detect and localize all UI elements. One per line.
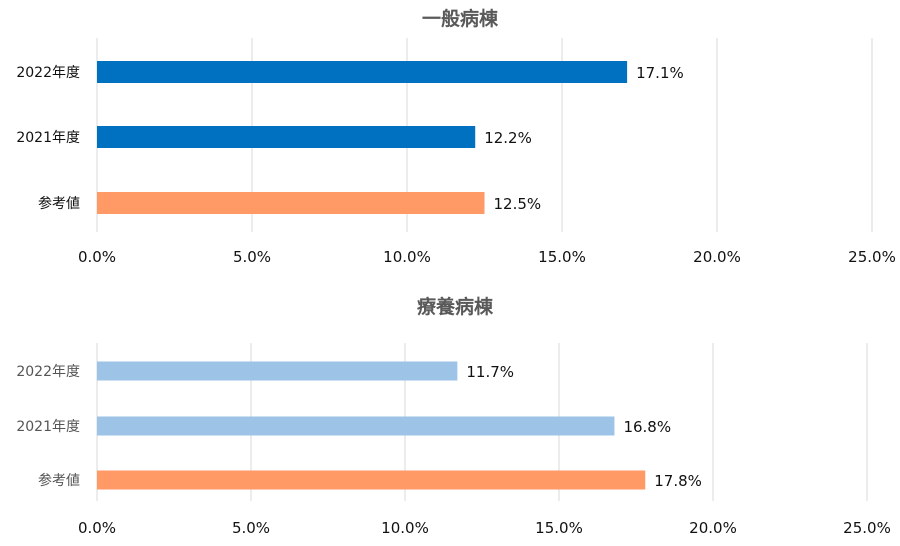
data-label: 12.5%: [494, 195, 542, 213]
bar: [97, 361, 458, 381]
bar: [97, 126, 476, 148]
bar: [97, 470, 646, 490]
bar: [97, 416, 615, 436]
data-label: 12.2%: [484, 129, 532, 147]
chart-long-term-care-ward: 療養病棟 0.0% 5.0% 10.0% 15.0% 20.0% 25.0% 2022年度 1…: [16, 295, 891, 537]
chart-general-ward: 一般病棟 0.0% 5.0% 10.0% 15.0% 20.0% 25.0% 2022年度 1…: [16, 7, 896, 266]
x-tick-label: 10.0%: [381, 519, 429, 537]
chart-title: 療養病棟: [417, 295, 494, 318]
chart-title: 一般病棟: [422, 7, 499, 30]
data-label: 11.7%: [466, 363, 514, 381]
x-tick-label: 10.0%: [383, 248, 431, 266]
category-label: 2021年度: [16, 419, 80, 435]
bar: [97, 192, 485, 214]
category-label: 参考値: [38, 472, 80, 489]
category-label: 参考値: [38, 195, 80, 212]
x-tick-label: 5.0%: [232, 519, 270, 537]
bar: [97, 61, 628, 83]
x-tick-label: 15.0%: [538, 248, 586, 266]
data-label: 16.8%: [623, 418, 671, 436]
category-label: 2022年度: [16, 65, 80, 81]
x-tick-label: 20.0%: [693, 248, 741, 266]
category-label: 2022年度: [16, 364, 80, 380]
category-label: 2021年度: [16, 130, 80, 146]
x-tick-label: 20.0%: [689, 519, 737, 537]
x-tick-label: 15.0%: [535, 519, 583, 537]
x-tick-label: 0.0%: [78, 519, 116, 537]
x-tick-label: 0.0%: [78, 248, 116, 266]
x-tick-label: 5.0%: [233, 248, 271, 266]
x-tick-label: 25.0%: [848, 248, 896, 266]
x-tick-label: 25.0%: [843, 519, 891, 537]
data-label: 17.8%: [654, 472, 702, 490]
data-label: 17.1%: [636, 64, 684, 82]
